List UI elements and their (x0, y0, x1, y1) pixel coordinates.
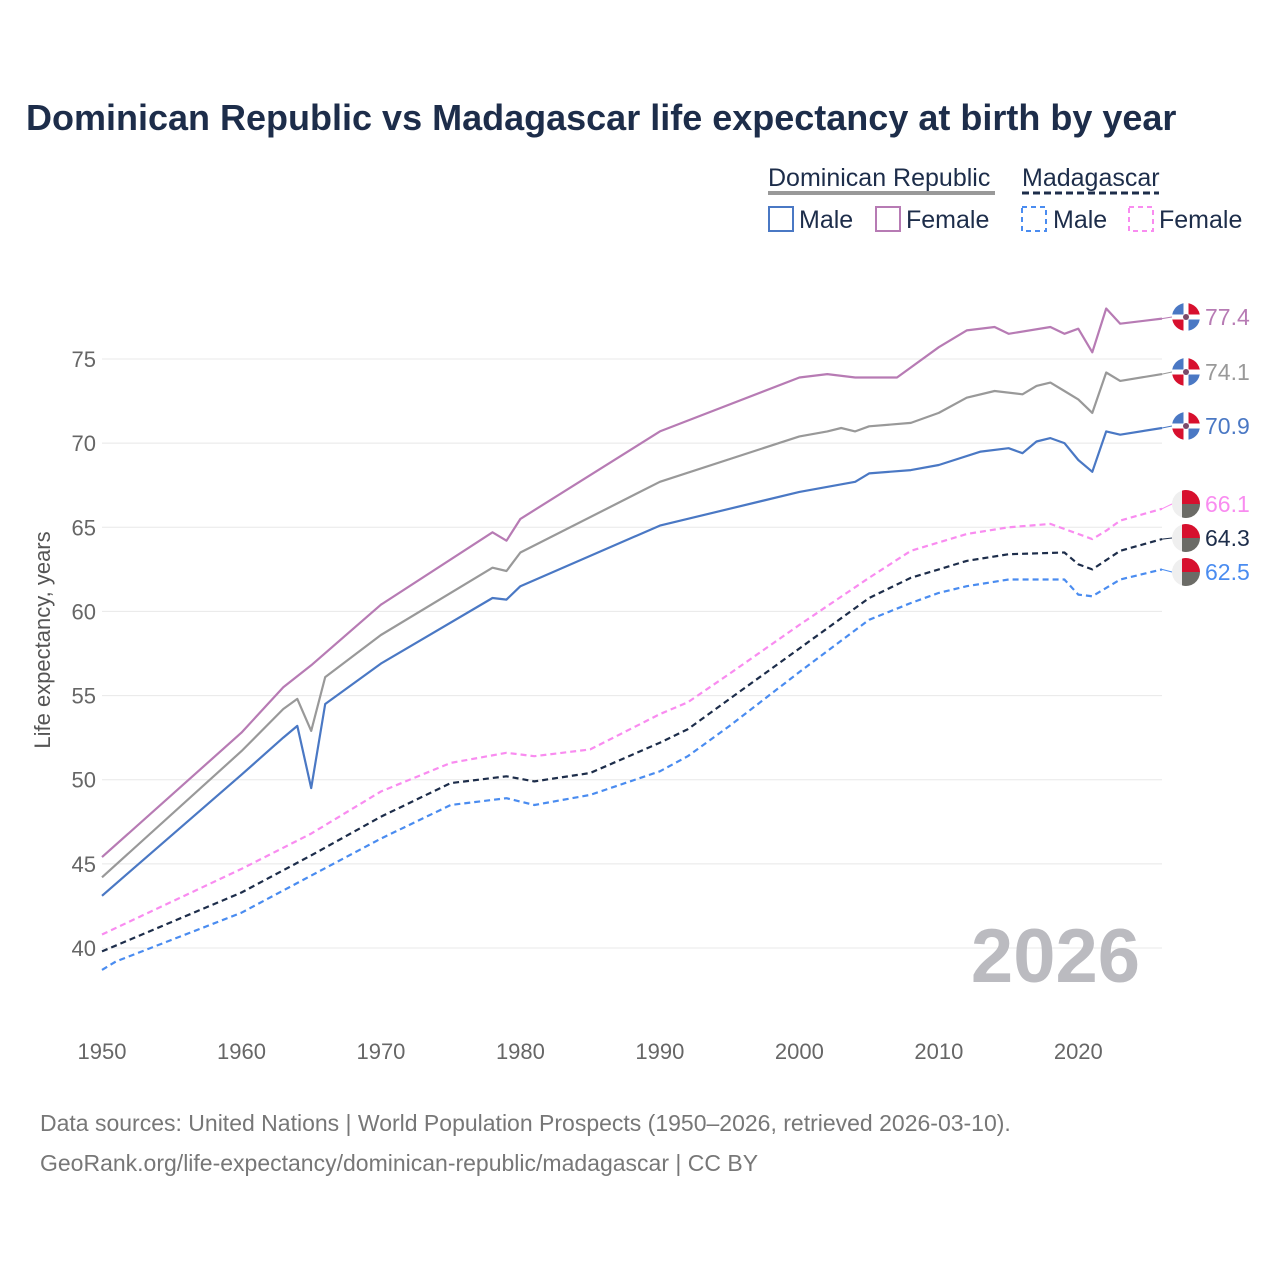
x-tick-label: 1980 (496, 1039, 545, 1064)
flag-quadrant (1172, 412, 1186, 426)
end-connector (1161, 537, 1173, 540)
x-tick-label: 1950 (78, 1039, 127, 1064)
flag-red (1182, 524, 1200, 538)
x-tick-label: 1960 (217, 1039, 266, 1064)
end-connector (1161, 316, 1173, 320)
end-value-label: 74.1 (1205, 359, 1250, 385)
x-ticks: 1950 1960 1970 1980 1990 2000 2010 2020 (78, 1039, 1103, 1064)
flag-gray (1182, 538, 1200, 552)
x-tick-label: 1970 (356, 1039, 405, 1064)
flag-quadrant (1172, 372, 1186, 386)
end-value-label: 66.1 (1205, 491, 1250, 517)
y-tick-label: 65 (72, 515, 96, 540)
y-ticks: 40 45 50 55 60 65 70 75 (72, 347, 96, 961)
dominican-republic-flag-icon (1172, 303, 1200, 331)
y-tick-label: 40 (72, 936, 96, 961)
x-tick-label: 2010 (914, 1039, 963, 1064)
legend-swatch-dr-female (875, 206, 901, 232)
y-tick-label: 75 (72, 347, 96, 372)
legend-swatch-dr-male (768, 206, 794, 232)
end-connector (1161, 371, 1173, 375)
series-line-dominican-republic-female (101, 307, 1163, 858)
end-value-label: 77.4 (1205, 304, 1250, 330)
end-value-label: 62.5 (1205, 559, 1250, 585)
legend: Dominican Republic Madagascar Male Femal… (768, 164, 1242, 234)
legend-label-dr-female: Female (906, 206, 989, 234)
end-value-label: 70.9 (1205, 413, 1250, 439)
dominican-republic-flag-icon (1172, 412, 1200, 440)
dominican-republic-flag-icon (1172, 358, 1200, 386)
legend-swatch-mg-male (1021, 206, 1047, 232)
legend-label-dr-male: Male (799, 206, 853, 234)
flag-quadrant (1186, 358, 1200, 372)
x-tick-label: 2020 (1054, 1039, 1103, 1064)
end-connector (1161, 503, 1173, 510)
chart-title: Dominican Republic vs Madagascar life ex… (26, 97, 1176, 138)
flag-quadrant (1172, 358, 1186, 372)
series-lines (101, 307, 1163, 971)
flag-quadrant (1186, 412, 1200, 426)
y-tick-label: 55 (72, 684, 96, 709)
end-value-label: 64.3 (1205, 525, 1250, 551)
footer-url[interactable]: GeoRank.org/life-expectancy/dominican-re… (40, 1150, 758, 1176)
flag-quadrant (1172, 303, 1186, 317)
series-line-madagascar-male (101, 568, 1163, 971)
flag-quadrant (1186, 426, 1200, 440)
madagascar-flag-icon (1172, 558, 1200, 586)
y-tick-label: 60 (72, 599, 96, 624)
flag-quadrant (1186, 303, 1200, 317)
y-axis-label: Life expectancy, years (30, 531, 55, 748)
y-tick-label: 45 (72, 852, 96, 877)
series-line-dominican-republic-male (101, 426, 1163, 897)
madagascar-flag-icon (1172, 524, 1200, 552)
footer-source: Data sources: United Nations | World Pop… (40, 1110, 1011, 1136)
series-line-madagascar-female (101, 507, 1163, 936)
madagascar-flag-icon (1172, 490, 1200, 518)
flag-quadrant (1186, 317, 1200, 331)
flag-quadrant (1186, 372, 1200, 386)
end-connector (1161, 425, 1173, 429)
end-labels: 77.4 74.1 70.9 66.1 64.3 62.5 (1161, 303, 1250, 586)
y-tick-label: 70 (72, 431, 96, 456)
y-tick-label: 50 (72, 768, 96, 793)
x-tick-label: 1990 (635, 1039, 684, 1064)
flag-emblem (1183, 423, 1189, 429)
flag-emblem (1183, 369, 1189, 375)
flag-gray (1182, 572, 1200, 586)
year-watermark: 2026 (971, 914, 1140, 999)
flag-quadrant (1172, 426, 1186, 440)
legend-group-dominican-republic: Dominican Republic (768, 164, 990, 192)
end-connector (1161, 568, 1173, 573)
legend-group-madagascar: Madagascar (1022, 164, 1160, 192)
flag-quadrant (1172, 317, 1186, 331)
series-line-madagascar-total (101, 538, 1163, 953)
flag-red (1182, 558, 1200, 572)
x-tick-label: 2000 (775, 1039, 824, 1064)
legend-label-mg-male: Male (1053, 206, 1107, 234)
legend-swatch-mg-female (1128, 206, 1154, 232)
series-line-dominican-republic-total (101, 371, 1163, 879)
flag-red (1182, 490, 1200, 504)
legend-label-mg-female: Female (1159, 206, 1242, 234)
flag-emblem (1183, 314, 1189, 320)
flag-gray (1182, 504, 1200, 518)
